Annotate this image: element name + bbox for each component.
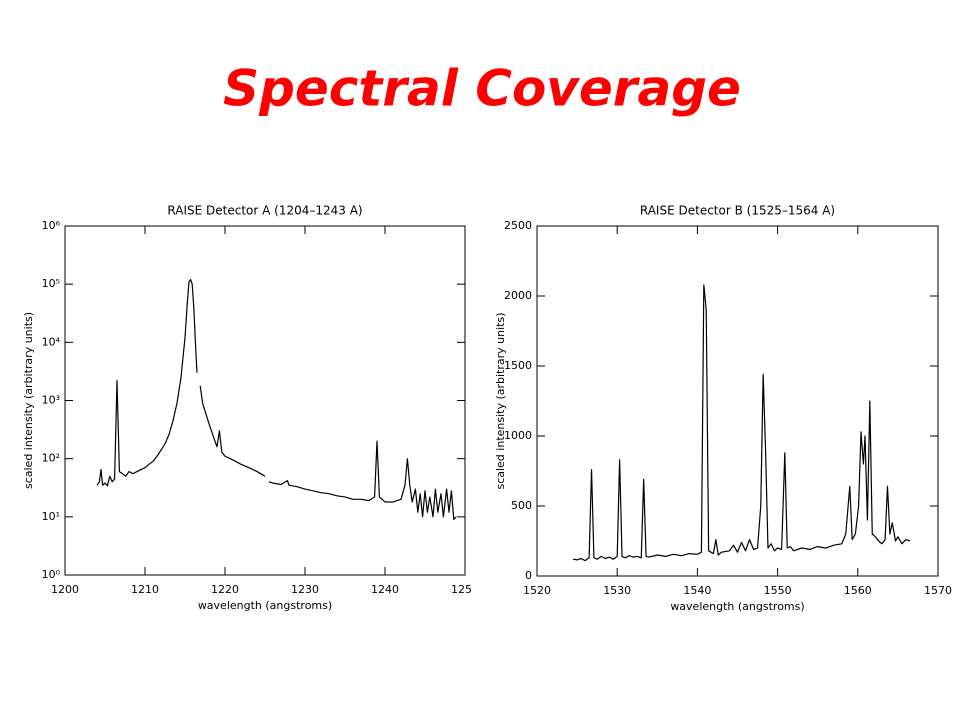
y-tick-label: 10¹: [42, 510, 60, 523]
x-axis-label: wavelength (angstroms): [198, 599, 332, 612]
y-axis-label: scaled intensity (arbitrary units): [494, 312, 507, 489]
spectrum-line: [96, 278, 457, 521]
y-axis-label: scaled intensity (arbitrary units): [22, 312, 35, 489]
x-tick-label: 1220: [211, 583, 239, 596]
y-tick-label: 10⁰: [42, 568, 61, 581]
slide-title: Spectral Coverage: [223, 60, 741, 118]
plot-frame: [64, 225, 466, 576]
x-tick-label: 1550: [764, 584, 792, 597]
x-tick-label: 1210: [131, 583, 159, 596]
y-tick-label: 10²: [42, 452, 60, 465]
y-tick-label: 10⁵: [42, 277, 60, 290]
y-tick-label: 1500: [504, 359, 532, 372]
x-axis-label: wavelength (angstroms): [670, 600, 804, 613]
x-tick-label: 1560: [844, 584, 872, 597]
y-tick-label: 0: [525, 569, 532, 582]
y-tick-label: 10⁴: [42, 335, 61, 348]
x-tick-label: 1200: [51, 583, 79, 596]
x-tick-label: 1520: [523, 584, 551, 597]
x-tick-label: 1570: [924, 584, 952, 597]
x-tick-label: 1230: [291, 583, 319, 596]
y-tick-label: 500: [511, 499, 532, 512]
y-tick-label: 2000: [504, 289, 532, 302]
chart-title: RAISE Detector B (1525–1564 A): [640, 204, 835, 218]
panel-b: RAISE Detector B (1525–1564 A) wavelength…: [494, 204, 952, 614]
plot-frame: [536, 225, 939, 577]
panel-a: RAISE Detector A (1204–1243 A) wavelength…: [22, 204, 479, 613]
x-tick-label: 1240: [371, 583, 399, 596]
y-tick-label: 10³: [42, 394, 60, 407]
y-tick-label: 1000: [504, 429, 532, 442]
x-tick-label: 1530: [603, 584, 631, 597]
y-tick-label: 10⁶: [42, 219, 61, 232]
x-tick-label: 1250: [451, 583, 479, 596]
y-tick-label: 2500: [504, 219, 532, 232]
x-tick-label: 1540: [683, 584, 711, 597]
spectrum-line: [572, 284, 911, 562]
chart-title: RAISE Detector A (1204–1243 A): [167, 204, 362, 218]
